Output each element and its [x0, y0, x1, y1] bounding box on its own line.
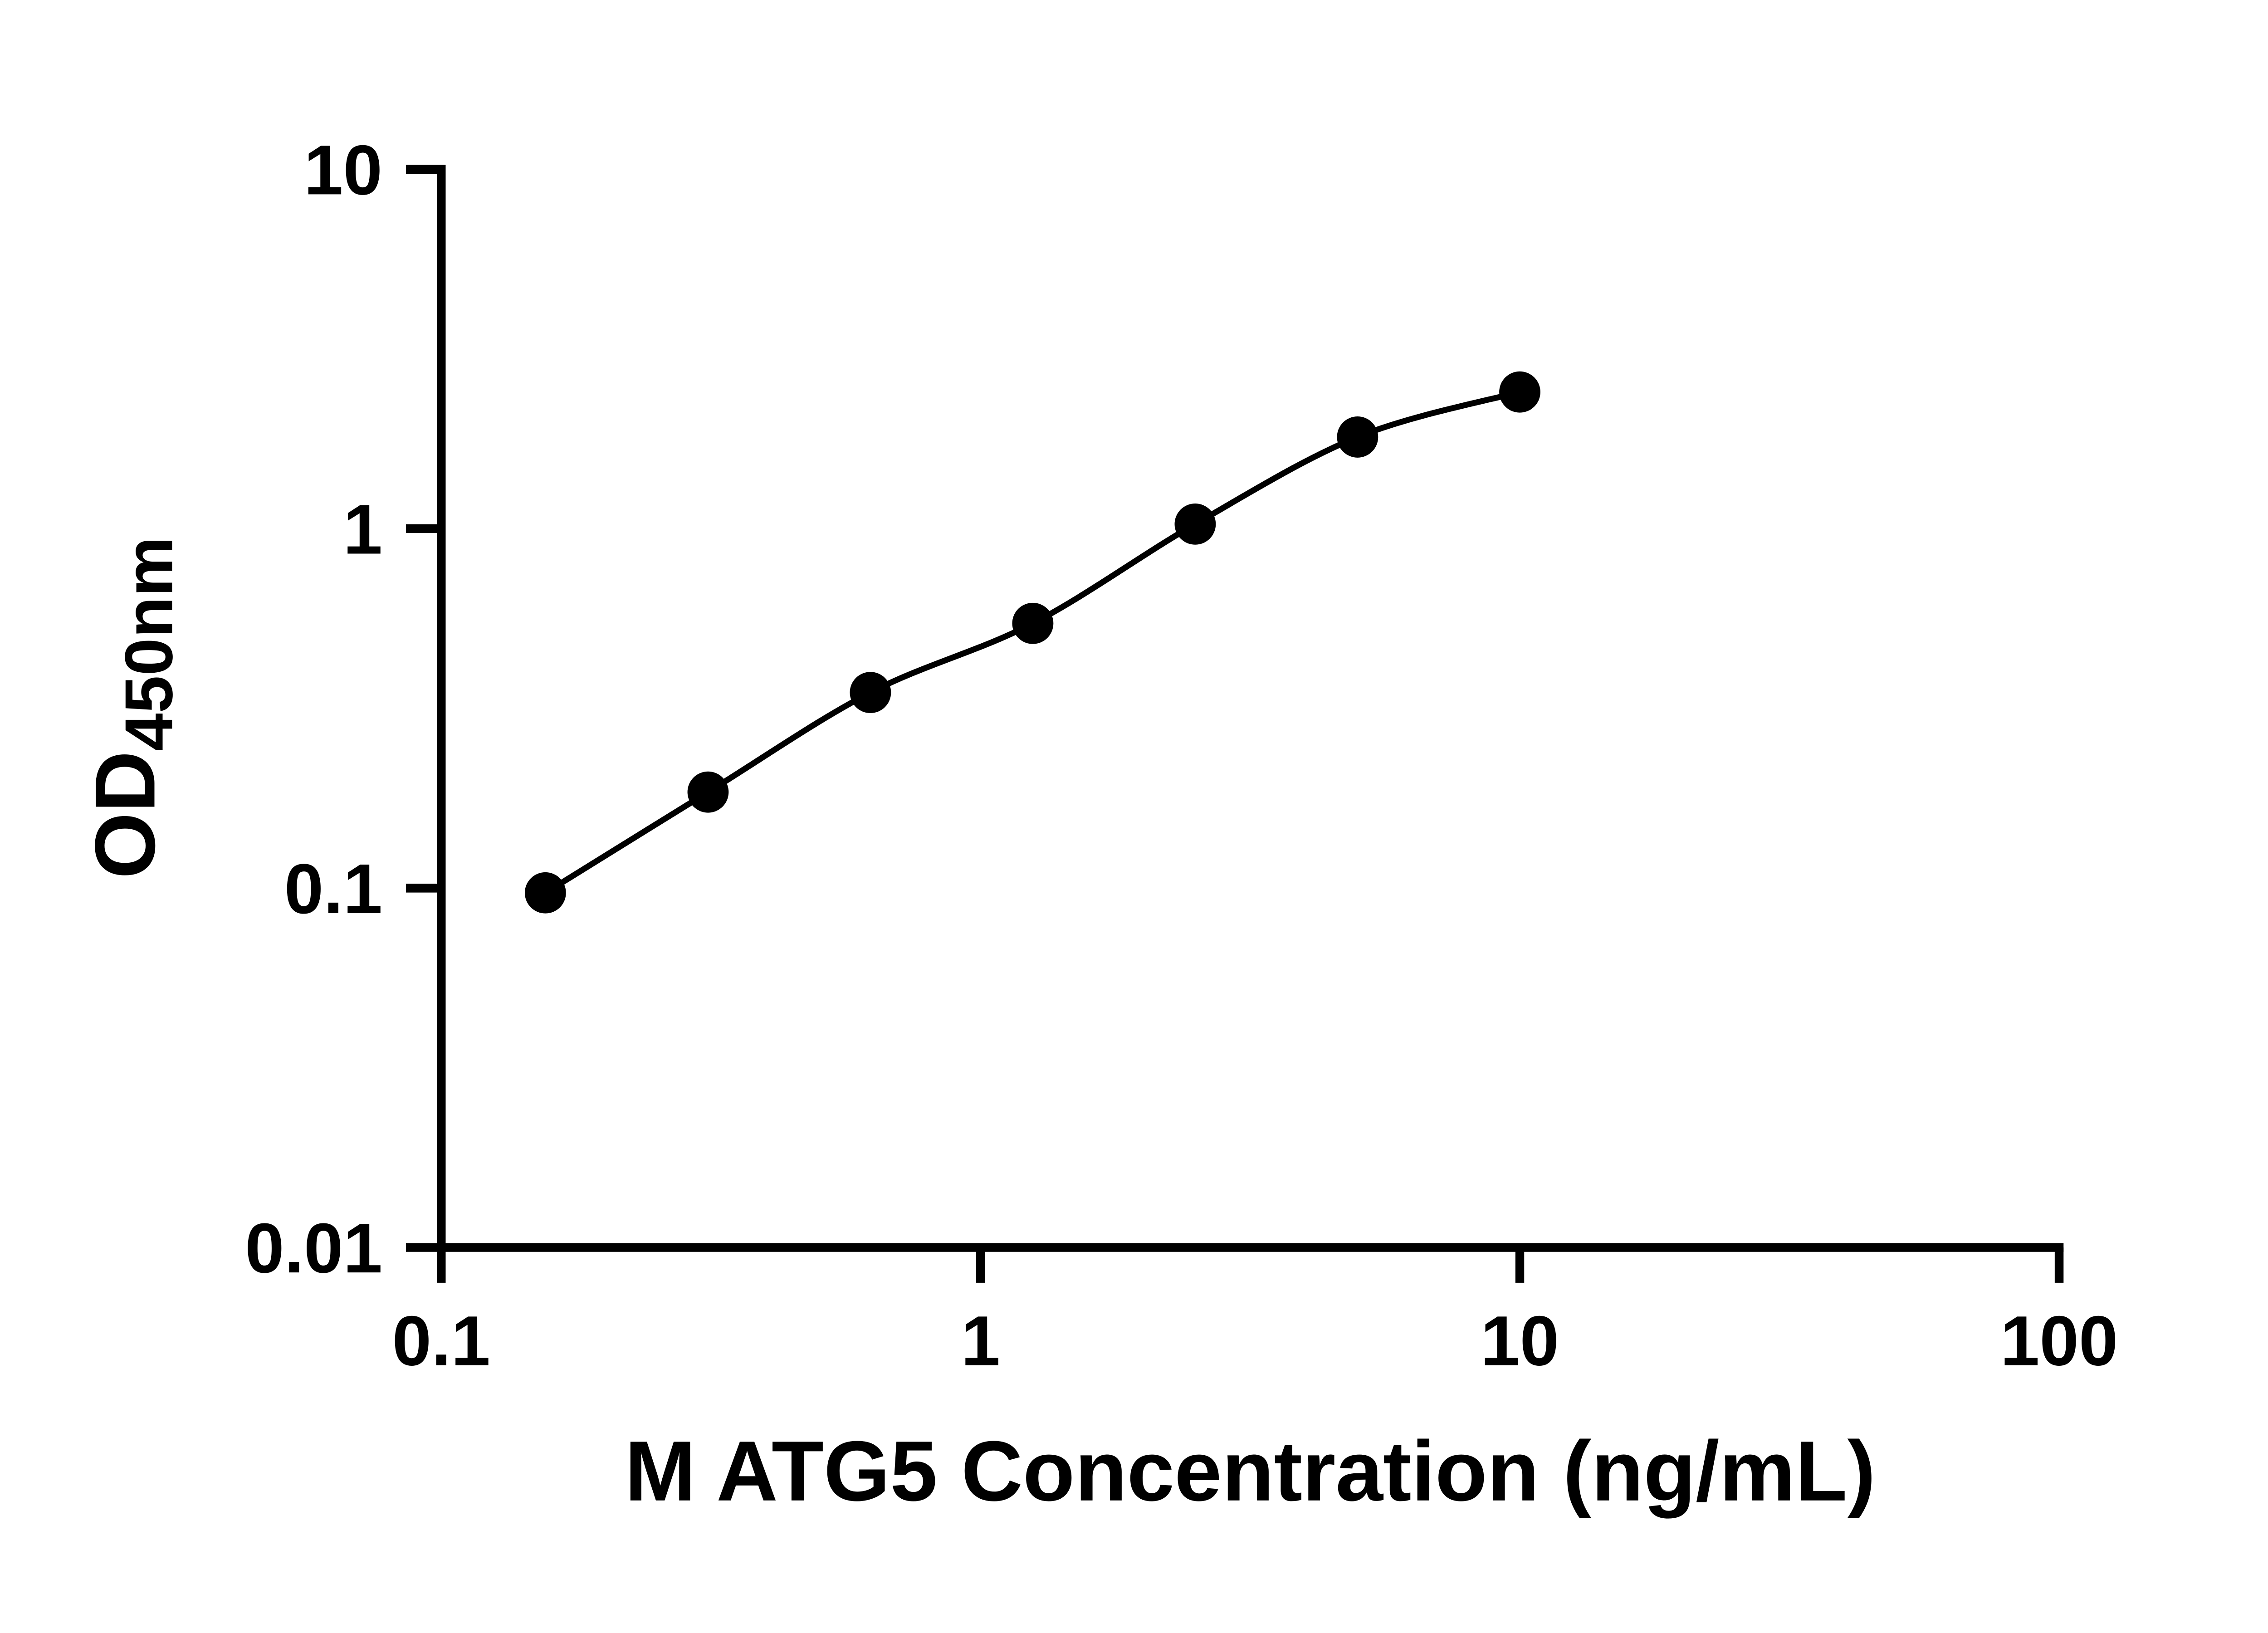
y-axis-title-main: OD: [77, 751, 172, 879]
y-tick-label: 0.01: [245, 1208, 382, 1287]
data-points: [524, 371, 1540, 914]
x-tick-label: 1: [961, 1301, 1001, 1380]
data-point-marker: [850, 672, 891, 714]
x-tick-label: 10: [1481, 1301, 1559, 1380]
x-axis-title: M ATG5 Concentration (ng/mL): [625, 1423, 1876, 1519]
data-point-marker: [1337, 416, 1378, 458]
data-point-marker: [1012, 602, 1054, 644]
y-tick-labels: 0.01 0.1 1 10: [245, 130, 382, 1287]
data-point-marker: [687, 771, 729, 813]
axis-ticks: [406, 165, 2064, 1283]
y-tick-label: 10: [304, 130, 382, 209]
data-point-marker: [1499, 371, 1540, 413]
x-tick-label: 100: [2000, 1301, 2118, 1380]
data-series: [524, 371, 1540, 914]
data-point-marker: [524, 872, 566, 914]
data-point-marker: [1174, 503, 1216, 545]
y-axis-title-subscript: 450nm: [111, 537, 186, 751]
y-tick-label: 0.1: [284, 849, 382, 928]
axes: [437, 165, 2064, 1252]
y-tick-label: 1: [343, 490, 382, 569]
x-tick-labels: 0.1 1 10 100: [392, 1301, 2118, 1380]
y-axis-title: OD450nm: [77, 537, 186, 879]
x-tick-label: 0.1: [392, 1301, 490, 1380]
